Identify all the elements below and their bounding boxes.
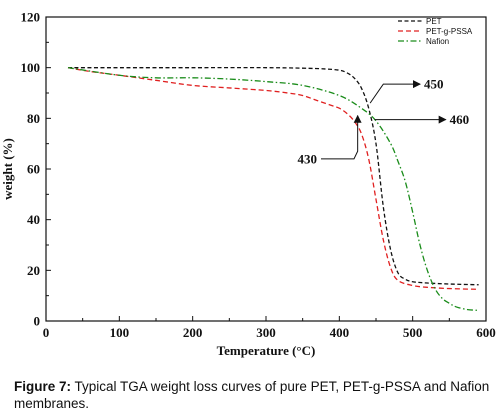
x-tick-label: 300 [256,325,276,340]
legend-label-nafion: Nafion [426,37,449,46]
x-tick-label: 200 [183,325,203,340]
annotation-label-450: 450 [424,77,444,92]
x-tick-label: 500 [403,325,423,340]
y-tick-label: 20 [27,263,40,278]
y-tick-label: 100 [21,60,41,75]
caption-text: Typical TGA weight loss curves of pure P… [14,379,490,411]
series-lines [67,66,479,312]
annotations: 450 460 430 [298,77,470,167]
tga-chart: 0 100 200 300 400 500 600 0 20 40 60 80 100 120 450 46… [0,10,496,359]
x-tick-label: 0 [43,325,50,340]
annotation-arrow-450 [369,80,421,104]
caption-label: Figure 7: [14,379,72,394]
y-tick-label: 120 [21,10,41,25]
plot-frame [45,16,487,322]
x-tick-label: 400 [330,325,350,340]
figure-caption: Figure 7: Typical TGA weight loss curves… [14,378,492,412]
axis-ticks: 0 100 200 300 400 500 600 0 20 40 60 80 100 120 [21,10,496,341]
annotation-label-460: 460 [450,112,470,127]
y-tick-label: 80 [27,111,40,126]
y-tick-label: 60 [27,162,40,177]
legend-label-pet: PET [426,17,442,26]
y-tick-label: 0 [34,314,41,329]
y-tick-label: 40 [27,212,40,227]
annotation-arrow-430 [321,114,362,160]
x-tick-label: 600 [476,325,496,340]
y-axis-title: weight (%) [0,138,15,200]
series-line-nafion [67,67,479,312]
series-line-pet-g-pssa [67,67,479,290]
annotation-label-430: 430 [298,151,318,166]
x-axis-title: Temperature (°C) [217,343,316,358]
legend-label-pet-g-pssa: PET-g-PSSA [426,27,473,36]
series-line-pet [68,66,479,286]
x-tick-label: 100 [110,325,130,340]
